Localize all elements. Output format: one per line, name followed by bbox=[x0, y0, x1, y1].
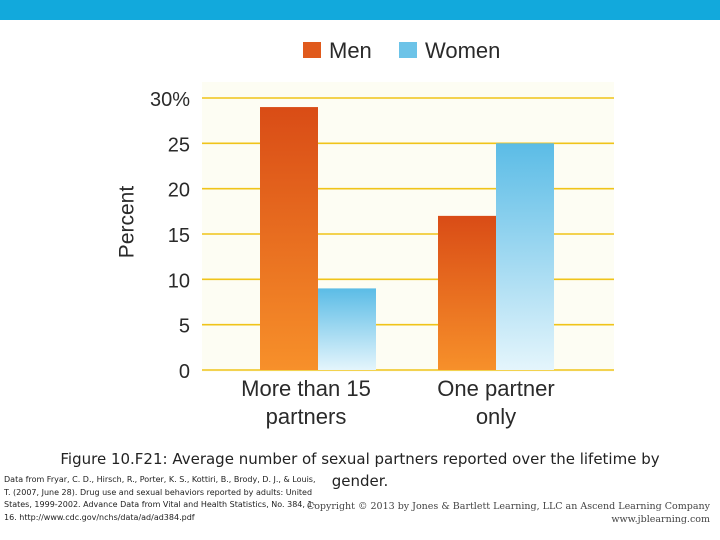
legend-label-men: Men bbox=[329, 38, 372, 63]
x-axis-categories: More than 15 partners One partner only bbox=[241, 376, 555, 429]
x-category-label: partners bbox=[266, 404, 347, 429]
figure-caption: Figure 10.F21: Average number of sexual … bbox=[60, 450, 660, 490]
y-axis-ticks: 0 5 10 15 20 25 30% bbox=[150, 89, 190, 383]
x-category-label: More than 15 bbox=[241, 376, 371, 401]
bar-men-0 bbox=[260, 107, 318, 371]
bar-men-1 bbox=[438, 215, 496, 370]
publisher-url: www.jblearning.com bbox=[611, 514, 710, 525]
bars bbox=[260, 107, 554, 371]
y-tick-label: 0 bbox=[179, 361, 190, 383]
y-tick-label: 10 bbox=[168, 270, 190, 292]
legend: Men Women bbox=[303, 38, 500, 63]
bar-women-0 bbox=[318, 288, 376, 370]
legend-swatch-men bbox=[303, 42, 321, 58]
top-accent-bar bbox=[0, 0, 720, 20]
copyright-text: Copyright © 2013 by Jones & Bartlett Lea… bbox=[306, 501, 710, 512]
y-tick-label: 25 bbox=[168, 134, 190, 156]
legend-swatch-women bbox=[399, 42, 417, 58]
x-category-label: One partner bbox=[437, 376, 554, 401]
bar-women-1 bbox=[496, 143, 554, 370]
y-tick-label: 30% bbox=[150, 89, 190, 111]
legend-label-women: Women bbox=[425, 38, 500, 63]
y-tick-label: 20 bbox=[168, 180, 190, 202]
y-axis-label: Percent bbox=[116, 186, 139, 259]
x-category-label: only bbox=[476, 404, 516, 429]
copyright-block: Copyright © 2013 by Jones & Bartlett Lea… bbox=[300, 500, 710, 526]
y-tick-label: 15 bbox=[168, 225, 190, 247]
y-tick-label: 5 bbox=[179, 316, 190, 338]
data-source-note: Data from Fryar, C. D., Hirsch, R., Port… bbox=[4, 475, 316, 522]
